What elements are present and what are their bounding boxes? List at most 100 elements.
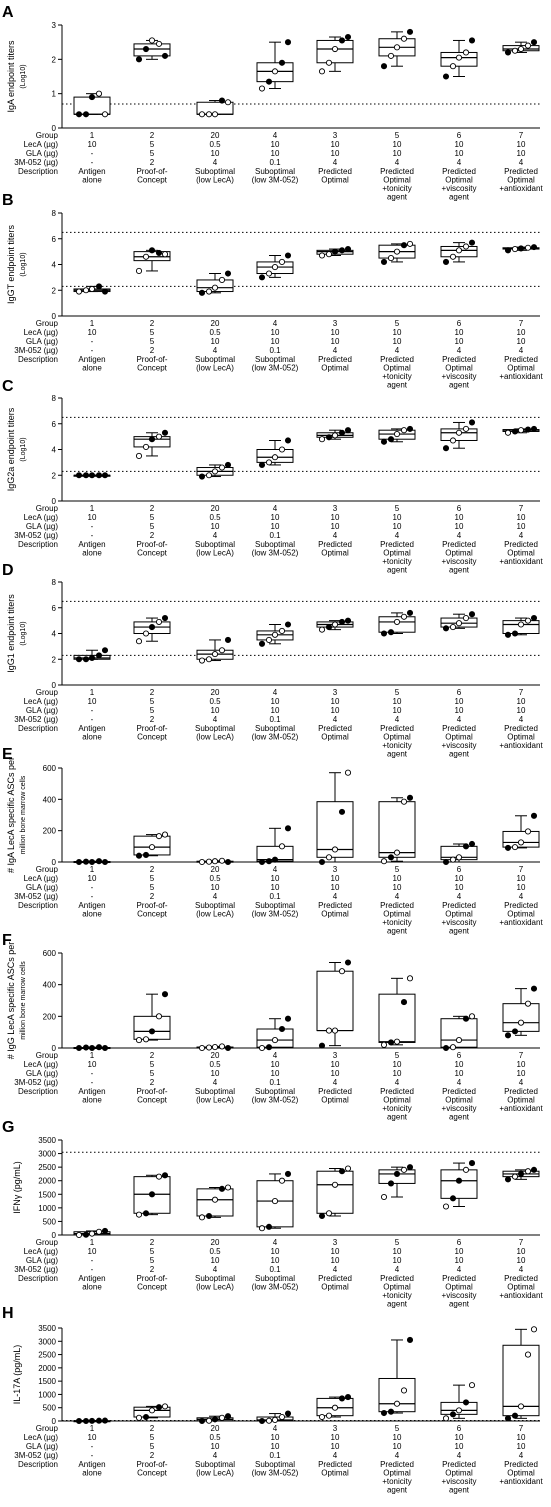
row-label: 3M-052 (µg) [14, 346, 58, 355]
box-group-4 [256, 621, 294, 647]
box-group-3 [196, 97, 234, 118]
y-axis-title: IgA endpoint titers [6, 40, 16, 113]
cell-3m052: 4 [457, 346, 462, 355]
data-point [95, 1228, 103, 1235]
cell-leca: 5 [150, 874, 155, 883]
data-point [517, 245, 525, 252]
data-point [198, 111, 206, 118]
y-tick-label: 4 [52, 446, 57, 455]
row-label: Group [36, 1238, 59, 1247]
row-label: 3M-052 (µg) [14, 715, 58, 724]
cell-group: 7 [519, 865, 524, 874]
cell-group: 3 [333, 319, 338, 328]
data-point [468, 239, 476, 246]
panel-f: F 0 200 400 600 # IgG LecA specific ASCs per m… [2, 932, 543, 1122]
cell-gla: 5 [150, 522, 155, 531]
cell-description: Suboptimal [195, 1274, 235, 1283]
data-point [211, 468, 219, 475]
box-group-3 [196, 636, 234, 664]
box-group-2 [133, 1403, 171, 1421]
data-point [406, 975, 414, 982]
cell-3m052: 2 [150, 1451, 155, 1460]
cell-description: Concept [137, 549, 168, 558]
box-iqr [502, 830, 540, 848]
cell-description: Proof-of- [136, 167, 167, 176]
data-point [380, 438, 388, 445]
cell-leca: 10 [517, 697, 526, 706]
data-point [82, 1417, 90, 1425]
cell-description: Antigen [78, 724, 105, 733]
cell-3m052: 4 [519, 715, 524, 724]
data-point [205, 858, 213, 865]
data-point [95, 1417, 103, 1424]
data-point [524, 1000, 532, 1007]
data-point [148, 844, 156, 851]
cell-3m052: 4 [457, 1265, 462, 1274]
data-point [455, 429, 463, 436]
cell-description: Suboptimal [255, 167, 295, 176]
cell-description: Optimal [321, 1469, 349, 1478]
row-label: Group [36, 1051, 59, 1060]
cell-gla: 10 [271, 1442, 280, 1451]
cell-leca: 10 [393, 328, 402, 337]
y-axis-subtitle: million bone marrow cells [20, 961, 27, 1040]
cell-leca: 10 [517, 513, 526, 522]
cell-3m052: 0.1 [269, 346, 281, 355]
data-point [198, 289, 206, 296]
cell-description: agent [449, 927, 470, 936]
cell-gla: 10 [271, 706, 280, 715]
cell-gla: 10 [211, 522, 220, 531]
data-point [135, 56, 143, 63]
cell-gla: 10 [455, 337, 464, 346]
data-point [224, 1044, 232, 1052]
y-tick-label: 400 [43, 981, 57, 990]
box-iqr [378, 993, 416, 1043]
cell-description: alone [82, 733, 102, 742]
cell-description: Optimal [445, 1283, 473, 1292]
cell-leca: 5 [150, 328, 155, 337]
data-point [278, 1177, 286, 1184]
data-point [161, 615, 169, 622]
data-point [271, 264, 279, 271]
data-point [400, 427, 408, 434]
cell-leca: 10 [271, 328, 280, 337]
panel-letter: C [2, 378, 14, 395]
data-point [449, 1195, 457, 1202]
data-point [449, 1044, 457, 1051]
data-point [462, 425, 470, 432]
y-axis-title: IFNγ (pg/mL) [12, 1161, 22, 1214]
data-point [278, 1025, 286, 1033]
data-point [511, 1173, 519, 1180]
box-group-6 [378, 1336, 416, 1417]
cell-gla: 10 [331, 1069, 340, 1078]
data-point [511, 428, 519, 435]
box-group-1 [73, 647, 111, 663]
cell-description: Optimal [507, 364, 535, 373]
cell-group: 20 [211, 131, 220, 140]
data-point [504, 49, 512, 56]
data-point [325, 854, 333, 861]
cell-gla: 10 [331, 522, 340, 531]
box-group-6 [378, 28, 416, 70]
cell-gla: 10 [211, 149, 220, 158]
data-point [198, 1214, 206, 1221]
cell-description: +viscosity [442, 1477, 477, 1486]
cell-3m052: 4 [395, 892, 400, 901]
cell-3m052: 4 [395, 715, 400, 724]
cell-leca: 10 [331, 1433, 340, 1442]
cell-description: Optimal [321, 1096, 349, 1105]
cell-group: 3 [333, 1424, 338, 1433]
panel-letter: E [2, 746, 13, 763]
data-point [75, 858, 83, 866]
cell-description: agent [449, 1113, 470, 1122]
cell-description: Predicted [442, 1460, 476, 1469]
row-label: LecA (µg) [24, 1433, 59, 1442]
data-point [218, 464, 226, 471]
cell-gla: 10 [331, 1256, 340, 1265]
cell-description: (low 3M-052) [252, 1283, 299, 1292]
data-point [101, 1227, 109, 1234]
data-point [211, 1044, 219, 1051]
cell-description: Optimal [507, 910, 535, 919]
cell-3m052: 0.1 [269, 715, 281, 724]
